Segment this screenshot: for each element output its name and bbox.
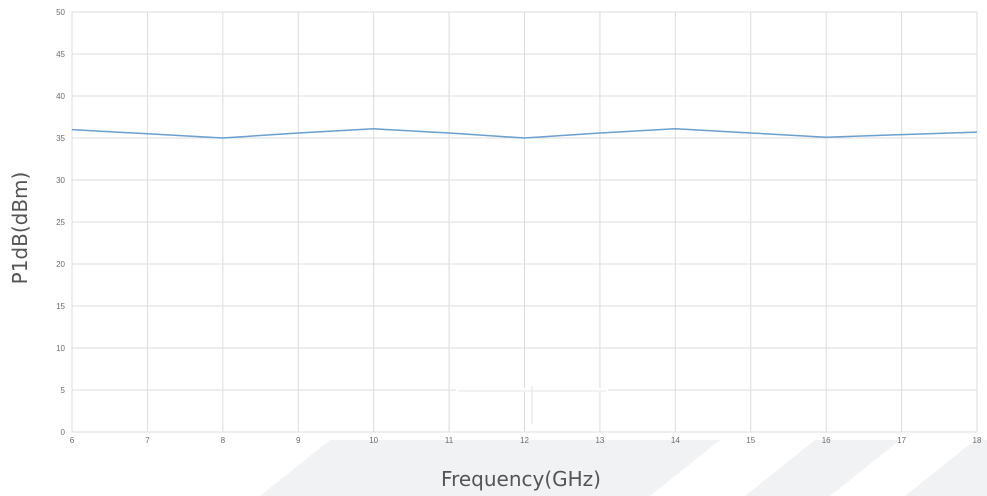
background-decoration [260, 440, 987, 496]
decor-band [905, 440, 987, 496]
grid-lines [71, 11, 978, 433]
x-tick-label: 10 [369, 436, 378, 445]
y-tick-label: 45 [56, 50, 65, 59]
x-tick-label: 18 [973, 436, 982, 445]
y-tick-label: 20 [56, 260, 65, 269]
decor-band [260, 440, 720, 496]
y-axis-title: P1dB(dBm) [8, 172, 32, 285]
y-tick-label: 40 [56, 92, 65, 101]
x-tick-label: 8 [221, 436, 226, 445]
y-tick-label: 35 [56, 134, 65, 143]
x-axis-title: Frequency(GHz) [441, 467, 601, 491]
y-tick-label: 0 [61, 428, 66, 437]
x-tick-label: 14 [671, 436, 680, 445]
y-tick-label: 30 [56, 176, 65, 185]
y-tick-label: 5 [61, 386, 66, 395]
y-tick-label: 15 [56, 302, 65, 311]
y-tick-label: 10 [56, 344, 65, 353]
x-tick-label: 12 [520, 436, 529, 445]
x-tick-labels: 6 7 8 9 10 11 12 13 14 15 16 17 18 [70, 436, 982, 445]
x-tick-label: 13 [595, 436, 604, 445]
y-tick-labels: 0 5 10 15 20 25 30 35 40 45 50 [56, 8, 65, 437]
decor-band [745, 440, 900, 496]
y-tick-label: 50 [56, 8, 65, 17]
x-tick-label: 11 [445, 436, 454, 445]
x-tick-label: 9 [296, 436, 301, 445]
series-line [71, 128, 978, 139]
x-tick-label: 16 [822, 436, 831, 445]
x-tick-label: 6 [70, 436, 75, 445]
series-group [71, 128, 978, 139]
x-tick-label: 17 [897, 436, 906, 445]
x-tick-label: 15 [746, 436, 755, 445]
x-tick-label: 7 [145, 436, 150, 445]
y-tick-label: 25 [56, 218, 65, 227]
